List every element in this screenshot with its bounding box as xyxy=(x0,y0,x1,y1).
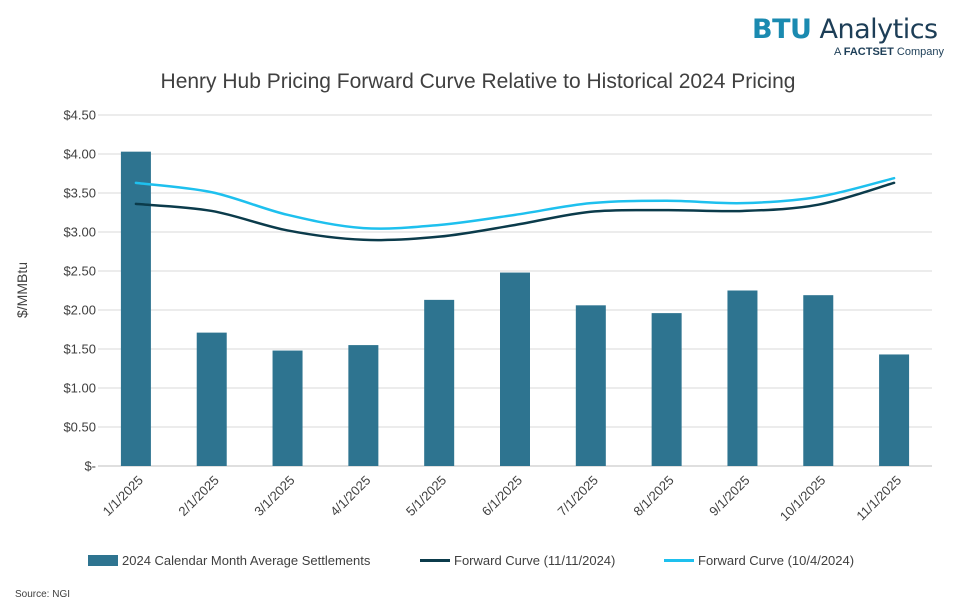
legend-swatch-forward-nov xyxy=(420,559,450,562)
legend-item-settlements: 2024 Calendar Month Average Settlements xyxy=(88,553,370,568)
legend-item-forward-nov: Forward Curve (11/11/2024) xyxy=(420,553,615,568)
y-tick-label: $2.00 xyxy=(63,303,96,318)
y-tick-label: $3.50 xyxy=(63,186,96,201)
bar xyxy=(500,272,530,466)
x-tick-label: 1/1/2025 xyxy=(100,473,146,519)
x-tick-label: 4/1/2025 xyxy=(327,473,373,519)
logo-sub-suffix: Company xyxy=(896,46,944,58)
y-tick-label: $1.00 xyxy=(63,381,96,396)
chart-title: Henry Hub Pricing Forward Curve Relative… xyxy=(160,70,796,93)
legend-label-forward-nov: Forward Curve (11/11/2024) xyxy=(454,553,616,568)
bar xyxy=(348,345,379,466)
logo-wordmark: BTU Analytics xyxy=(752,14,948,46)
bar xyxy=(424,299,455,466)
legend-swatch-forward-oct xyxy=(664,559,694,562)
y-tick-label: $4.00 xyxy=(63,147,96,162)
bar xyxy=(196,332,227,466)
logo-tagline: A FACTSET Company xyxy=(752,46,948,58)
y-tick-label: $- xyxy=(84,459,96,474)
logo-btu: BTU xyxy=(752,14,812,45)
btu-analytics-logo: BTU Analytics A FACTSET Company xyxy=(752,14,948,58)
legend-swatch-settlements xyxy=(88,555,118,566)
bar xyxy=(803,295,834,466)
x-tick-label: 11/1/2025 xyxy=(853,473,904,524)
bar xyxy=(120,151,151,466)
y-tick-label: $1.50 xyxy=(63,342,96,357)
legend-label-settlements: 2024 Calendar Month Average Settlements xyxy=(122,553,371,568)
logo-analytics: Analytics xyxy=(819,14,939,45)
bar xyxy=(651,313,682,466)
x-tick-label: 2/1/2025 xyxy=(175,473,221,519)
source-note: Source: NGI xyxy=(15,589,71,600)
y-tick-label: $4.50 xyxy=(63,108,96,123)
y-tick-label: $2.50 xyxy=(63,264,96,279)
bar xyxy=(575,305,606,466)
x-tick-label: 9/1/2025 xyxy=(706,473,752,519)
legend-item-forward-oct: Forward Curve (10/4/2024) xyxy=(664,553,854,568)
y-tick-label: $3.00 xyxy=(63,225,96,240)
logo-sub-prefix: A xyxy=(833,46,841,58)
forward-curve-oct-line xyxy=(134,176,896,230)
x-tick-label: 5/1/2025 xyxy=(403,473,449,519)
legend-label-forward-oct: Forward Curve (10/4/2024) xyxy=(698,553,855,568)
logo-factset: FACTSET xyxy=(843,46,894,58)
x-tick-label: 3/1/2025 xyxy=(251,473,297,519)
y-tick-label: $0.50 xyxy=(63,420,96,435)
forward-curve-nov-line xyxy=(134,181,896,242)
bar xyxy=(272,350,303,466)
x-tick-label: 8/1/2025 xyxy=(630,473,676,519)
bar xyxy=(879,354,910,466)
x-tick-label: 10/1/2025 xyxy=(777,473,829,525)
bar xyxy=(727,290,758,466)
chart-legend: 2024 Calendar Month Average Settlements … xyxy=(0,553,960,573)
x-tick-label: 7/1/2025 xyxy=(555,473,601,519)
x-tick-label: 6/1/2025 xyxy=(479,473,525,519)
